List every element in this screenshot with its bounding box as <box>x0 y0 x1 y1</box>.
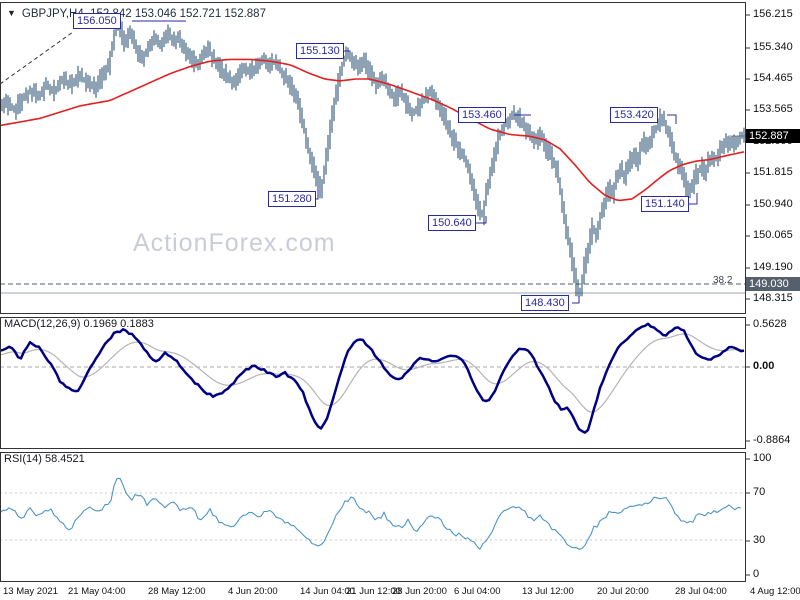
price-label-connector <box>689 193 698 205</box>
time-axis-label: 28 May 12:00 <box>148 586 206 597</box>
price-level-label[interactable]: 156.050 <box>73 13 121 29</box>
price-level-label[interactable]: 150.640 <box>428 215 476 231</box>
time-axis-label: 13 May 2021 <box>3 586 58 597</box>
rsi-indicator-label: RSI(14) 58.4521 <box>4 453 85 465</box>
chart-title-symbol: GBPJPY,H4 <box>21 8 84 20</box>
price-label-connector <box>572 296 580 304</box>
price-axis-label: 149.190 <box>753 261 793 273</box>
macd-panel-border <box>0 317 746 449</box>
rsi-panel-border <box>0 452 746 582</box>
price-label-connector <box>476 216 487 224</box>
price-axis-label: 148.315 <box>753 292 793 304</box>
price-candles <box>1 21 745 297</box>
time-axis-label: 4 Aug 12:00 <box>750 586 800 597</box>
price-label-connector <box>667 114 677 124</box>
price-level-label[interactable]: 153.460 <box>458 107 506 123</box>
macd-indicator-label: MACD(12,26,9) 0.1969 0.1883 <box>4 318 154 330</box>
fib-382-label: 38.2 <box>713 275 733 286</box>
macd-main-line <box>0 322 745 434</box>
time-axis-label: 14 Jun 04:00 <box>300 586 355 597</box>
price-axis-label: 150.940 <box>753 198 793 210</box>
time-axis-label: 28 Jul 04:00 <box>675 586 727 597</box>
price-axis-label: 150.065 <box>753 229 793 241</box>
price-axis-label: 153.565 <box>753 103 793 115</box>
macd-axis-label: -0.8864 <box>753 434 791 446</box>
time-axis-label: 13 Jul 12:00 <box>522 586 574 597</box>
price-level-label[interactable]: 155.130 <box>296 43 344 59</box>
macd-signal-line <box>0 333 745 413</box>
chart-title: ▼ GBPJPY,H4 152.842 153.046 152.721 152.8… <box>7 8 266 20</box>
fib-price-box: 149.030 <box>746 277 800 291</box>
trendline[interactable] <box>0 31 74 85</box>
price-level-label[interactable]: 151.280 <box>268 191 316 207</box>
price-axis-label: 154.465 <box>753 72 793 84</box>
price-axis-label: 151.815 <box>753 166 793 178</box>
time-axis-label: 20 Jul 20:00 <box>597 586 649 597</box>
rsi-axis-label: 70 <box>753 486 766 498</box>
moving-average-line <box>0 58 745 202</box>
price-axis-label: 155.340 <box>753 41 793 53</box>
price-panel-border <box>0 2 746 314</box>
macd-axis-label: 0.5628 <box>753 318 787 330</box>
rsi-axis-label: 100 <box>753 452 772 464</box>
price-level-label[interactable]: 153.420 <box>610 107 658 123</box>
expand-toggle-icon[interactable]: ▼ <box>7 8 16 18</box>
price-axis-label: 156.215 <box>753 8 793 20</box>
chart-title-ohlc: 152.842 153.046 152.721 152.887 <box>90 8 266 20</box>
time-axis-label: 6 Jul 04:00 <box>454 586 501 597</box>
rsi-axis-label: 30 <box>753 534 766 546</box>
macd-axis-label: 0.00 <box>753 360 775 372</box>
watermark: ActionForex.com <box>133 229 336 257</box>
current-price-box: 152.887 <box>746 129 800 143</box>
price-level-label[interactable]: 148.430 <box>521 295 569 311</box>
time-axis-label: 4 Jun 20:00 <box>228 586 278 597</box>
time-axis-label: 21 May 04:00 <box>68 586 126 597</box>
time-axis-label: 28 Jun 20:00 <box>392 586 447 597</box>
price-level-label[interactable]: 151.140 <box>641 196 689 212</box>
rsi-axis-label: 0 <box>753 568 760 580</box>
time-axis-label: 21 Jun 12:00 <box>346 586 401 597</box>
rsi-line <box>0 477 742 550</box>
